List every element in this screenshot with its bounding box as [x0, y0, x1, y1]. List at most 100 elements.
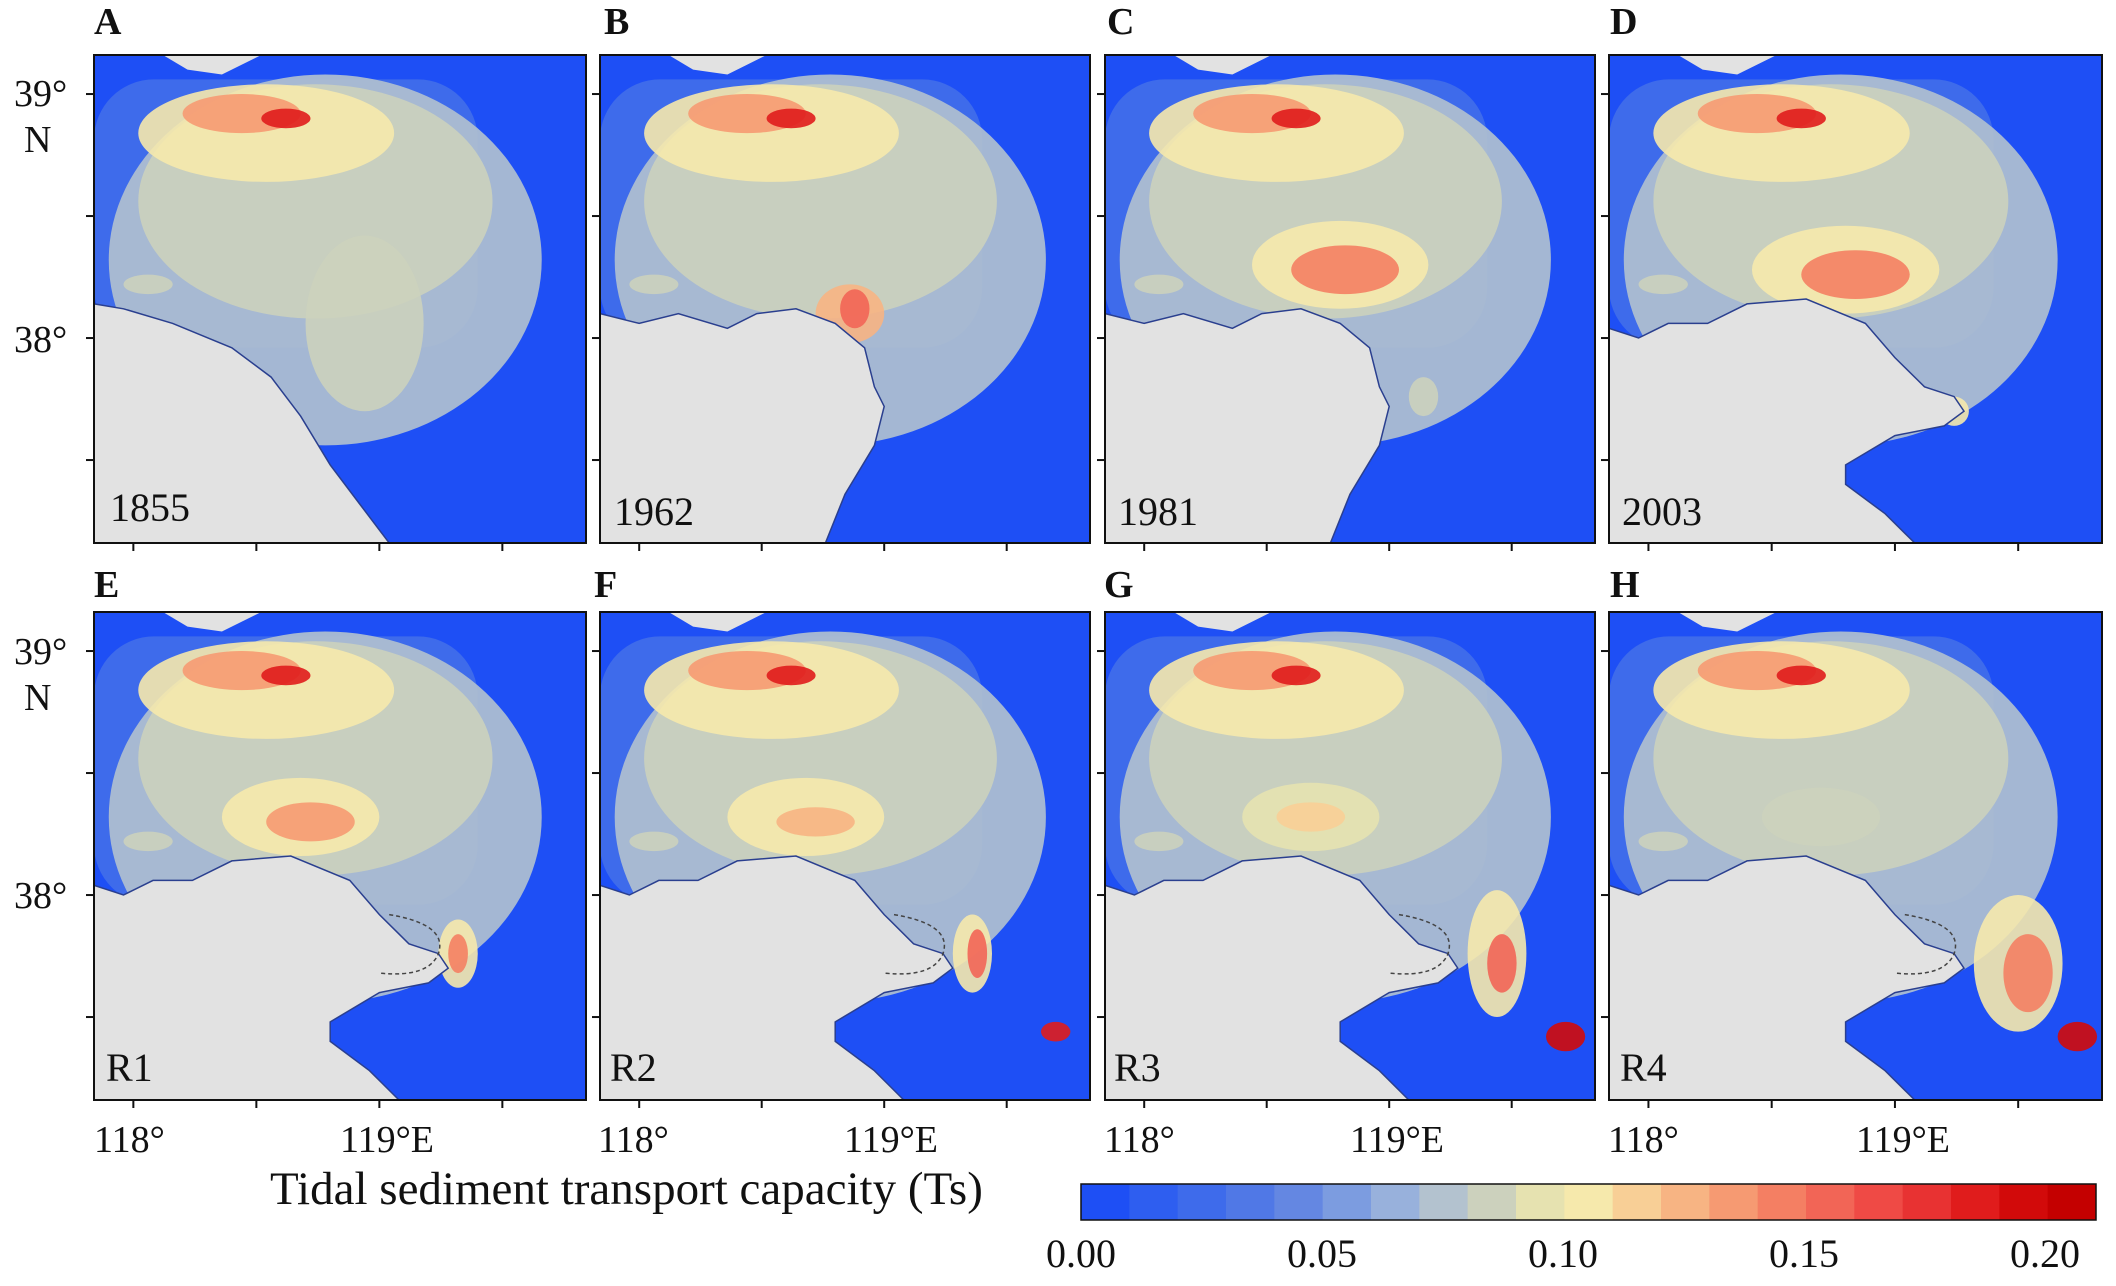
panel-frame — [599, 54, 1091, 544]
former-shoreline — [1389, 913, 1451, 975]
lon-label-119-c: 119°E — [1350, 1119, 1444, 1161]
transport-contour — [1276, 802, 1346, 832]
panel-letter-c: C — [1107, 1, 1135, 43]
panel-label-r2: R2 — [610, 1045, 657, 1090]
transport-contour — [123, 274, 173, 295]
lat-label-39-bottom: 39° — [14, 631, 68, 673]
lon-label-119-a: 119°E — [340, 1119, 434, 1161]
lon-label-118-c: 118° — [1104, 1119, 1175, 1161]
map-panel-d — [1601, 54, 2103, 551]
lat-label-39-top: 39° — [14, 73, 68, 115]
panel-label-r1: R1 — [106, 1045, 153, 1090]
colorbar-swatch — [1467, 1184, 1517, 1220]
colorbar-swatch — [1177, 1184, 1227, 1220]
transport-contour — [776, 807, 855, 837]
panel-label-1981: 1981 — [1118, 489, 1198, 534]
transport-contour — [629, 274, 679, 295]
colorbar-tick-0: 0.00 — [1046, 1231, 1116, 1276]
panel-frame — [1608, 54, 2103, 544]
north-land — [1173, 55, 1272, 75]
panel-label-r4: R4 — [1620, 1045, 1667, 1090]
transport-contour — [1291, 245, 1399, 295]
transport-contour — [266, 802, 355, 842]
colorbar-tick-4: 0.20 — [2010, 1231, 2080, 1276]
land-area — [1105, 308, 1390, 543]
transport-contour — [1776, 665, 1826, 686]
transport-contour — [261, 108, 311, 129]
colorbar-swatch — [1274, 1184, 1324, 1220]
panel-frame — [1104, 54, 1596, 544]
colorbar-swatch — [1516, 1184, 1565, 1220]
colorbar-swatch — [1564, 1184, 1614, 1220]
transport-contour — [1546, 1021, 1586, 1052]
colorbar-swatch — [1419, 1184, 1469, 1220]
colorbar-swatch — [1322, 1184, 1372, 1220]
former-shoreline — [379, 913, 441, 975]
north-land — [1678, 612, 1777, 632]
map-panel-g — [1097, 611, 1596, 1108]
transport-contour — [2003, 934, 2053, 1013]
colorbar-tick-1: 0.05 — [1287, 1231, 1357, 1276]
lon-label-119-b: 119°E — [844, 1119, 938, 1161]
colorbar-swatch — [1902, 1184, 1952, 1220]
map-panel-a — [86, 54, 587, 551]
lat-label-n-top: N — [24, 119, 52, 161]
transport-contour — [1041, 1021, 1071, 1042]
panel-label-1962: 1962 — [614, 489, 694, 534]
panel-frame — [1104, 611, 1596, 1101]
colorbar-swatch — [1709, 1184, 1759, 1220]
panel-label-r3: R3 — [1114, 1045, 1161, 1090]
colorbar-frame — [1080, 1183, 2097, 1221]
transport-contour — [766, 108, 816, 129]
map-panel-e — [86, 611, 587, 1108]
transport-contour — [1134, 274, 1184, 295]
colorbar-swatch — [1612, 1184, 1662, 1220]
panel-letter-g: G — [1104, 564, 1134, 606]
north-land — [162, 55, 262, 75]
north-land — [1678, 55, 1777, 75]
land-area — [94, 303, 391, 543]
transport-contour — [1271, 665, 1321, 686]
map-panel-c — [1097, 54, 1596, 551]
panel-frame — [1608, 611, 2103, 1101]
panel-letter-f: F — [594, 564, 618, 606]
colorbar-swatch — [1081, 1184, 1130, 1220]
transport-contour — [448, 934, 468, 974]
north-land — [668, 612, 767, 632]
transport-contour — [1638, 274, 1688, 295]
panel-letter-a: A — [94, 1, 122, 43]
panel-letter-b: B — [604, 1, 630, 43]
north-land — [1173, 612, 1272, 632]
north-land — [668, 55, 767, 75]
colorbar-tick-2: 0.10 — [1528, 1231, 1598, 1276]
panel-label-2003: 2003 — [1622, 489, 1702, 534]
transport-contour — [1638, 831, 1688, 852]
panel-frame — [599, 611, 1091, 1101]
transport-contour — [1408, 377, 1439, 417]
lon-label-118-d: 118° — [1608, 1119, 1679, 1161]
lon-label-119-d: 119°E — [1856, 1119, 1950, 1161]
panel-letter-d: D — [1610, 1, 1638, 43]
transport-contour — [261, 665, 311, 686]
transport-contour — [967, 929, 988, 978]
colorbar-swatch — [1226, 1184, 1275, 1220]
colorbar-swatch — [1661, 1184, 1710, 1220]
colorbar-swatch — [1999, 1184, 2049, 1220]
colorbar-tick-3: 0.15 — [1769, 1231, 1839, 1276]
map-panel-f — [592, 611, 1091, 1108]
lat-label-38-bottom: 38° — [14, 875, 68, 917]
lon-label-118-a: 118° — [94, 1119, 165, 1161]
transport-contour — [2057, 1021, 2098, 1052]
transport-contour — [840, 289, 870, 329]
lat-label-38-top: 38° — [14, 319, 68, 361]
panel-letter-e: E — [94, 564, 120, 606]
colorbar-swatch — [1757, 1184, 1807, 1220]
north-land — [162, 612, 262, 632]
panel-letter-h: H — [1610, 564, 1640, 606]
transport-contour — [1487, 934, 1517, 993]
colorbar-swatch — [2047, 1184, 2097, 1220]
colorbar-swatch — [1371, 1184, 1420, 1220]
colorbar-swatch — [1129, 1184, 1179, 1220]
